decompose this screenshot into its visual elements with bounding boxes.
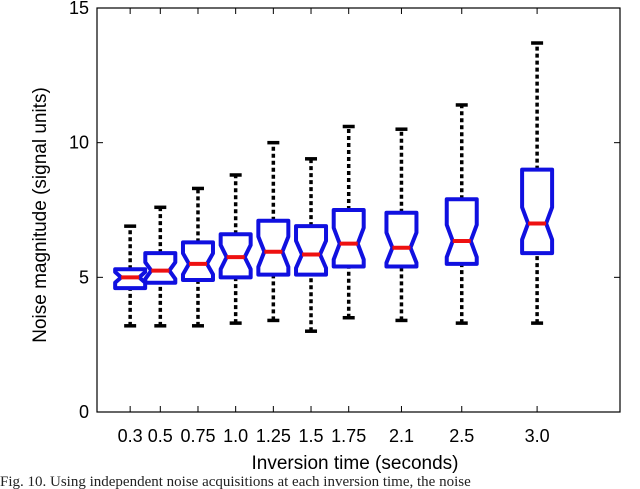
x-tick-label: 0.5 <box>148 426 173 446</box>
box-group <box>256 140 291 323</box>
box-group <box>384 127 419 323</box>
iqr-box <box>331 208 366 269</box>
iqr-box <box>294 224 329 277</box>
box-group <box>331 124 366 320</box>
x-tick-label: 2.5 <box>449 426 474 446</box>
box-group <box>218 173 253 325</box>
y-axis-title: Noise magnitude (signal units) <box>30 87 51 343</box>
iqr-box <box>520 167 555 256</box>
x-tick-label: 1.5 <box>299 426 324 446</box>
iqr-box <box>218 232 253 280</box>
plot-area-frame <box>96 7 621 413</box>
iqr-box <box>256 218 291 277</box>
x-tick-label: 1.25 <box>256 426 291 446</box>
iqr-box <box>113 267 148 291</box>
x-axis-title: Inversion time (seconds) <box>252 453 459 474</box>
box-group <box>294 157 329 333</box>
x-tick-label: 1.75 <box>331 426 366 446</box>
y-tick-label: 0 <box>79 402 89 422</box>
iqr-box <box>143 251 178 285</box>
box-plot-marks <box>113 41 555 333</box>
box-group <box>444 103 479 325</box>
x-tick-label: 3.0 <box>525 426 550 446</box>
box-group <box>113 224 148 328</box>
figure-caption: Fig. 10. Using independent noise acquisi… <box>0 474 471 489</box>
iqr-box <box>180 240 215 283</box>
iqr-box <box>444 197 479 266</box>
y-tick-label: 10 <box>69 133 89 153</box>
y-tick-label: 5 <box>79 267 89 287</box>
x-tick-label: 2.1 <box>389 426 414 446</box>
iqr-box <box>384 210 419 269</box>
x-tick-label: 0.75 <box>180 426 215 446</box>
x-tick-label: 0.3 <box>118 426 143 446</box>
box-group <box>520 41 555 325</box>
box-group <box>143 205 178 328</box>
y-tick-label: 15 <box>69 0 89 18</box>
x-tick-label: 1.0 <box>223 426 248 446</box>
axes: 0 5 10 15 0.3 0.5 0.75 1.0 1.25 1.5 1.75 2.1 2.5 3.0 <box>69 0 620 446</box>
box-group <box>180 186 215 328</box>
